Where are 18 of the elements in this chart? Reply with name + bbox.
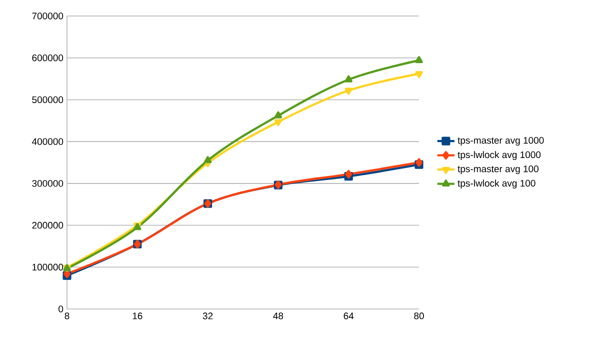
y-tick-label: 200000: [32, 222, 64, 229]
legend-label: tps-master avg 100: [458, 166, 538, 174]
legend-label: tps-lwlock avg 1000: [458, 151, 541, 160]
x-tick-label: 8: [64, 312, 70, 320]
y-tick-label: 700000: [32, 12, 64, 20]
y-tick-label: 600000: [32, 54, 64, 62]
x-tick-label: 80: [414, 312, 424, 320]
x-tick-label: 32: [202, 312, 213, 320]
x-tick-label: 16: [132, 312, 142, 320]
y-tick-label: 0: [58, 306, 64, 312]
y-tick-label: 300000: [32, 180, 64, 187]
x-tick-label: 64: [344, 312, 354, 320]
x-tick-label: 48: [273, 312, 284, 320]
legend-label: tps-master avg 1000: [458, 136, 544, 146]
legend-label: tps-lwlock avg 100: [458, 180, 536, 188]
y-tick-label: 400000: [32, 138, 64, 145]
y-tick-label: 500000: [32, 96, 64, 104]
y-tick-label: 100000: [32, 264, 64, 271]
